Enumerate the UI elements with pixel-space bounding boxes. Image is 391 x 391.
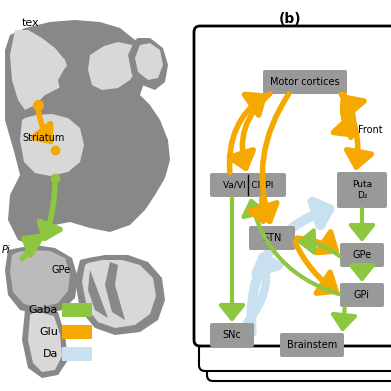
Polygon shape: [22, 308, 68, 378]
Text: Front: Front: [358, 125, 382, 135]
Text: Brainstem: Brainstem: [287, 340, 337, 350]
Polygon shape: [5, 20, 170, 245]
Polygon shape: [128, 38, 168, 90]
FancyBboxPatch shape: [194, 26, 391, 346]
Text: Da: Da: [43, 349, 58, 359]
Polygon shape: [5, 245, 78, 315]
Polygon shape: [82, 260, 156, 328]
FancyBboxPatch shape: [249, 226, 295, 250]
Text: tex: tex: [22, 18, 39, 28]
Text: Glu: Glu: [39, 327, 58, 337]
Polygon shape: [10, 250, 70, 308]
Text: STN: STN: [262, 233, 282, 243]
FancyBboxPatch shape: [210, 173, 286, 197]
Text: GPe: GPe: [352, 250, 371, 260]
Polygon shape: [20, 114, 84, 176]
Text: Va/VI  CMPI: Va/VI CMPI: [223, 181, 273, 190]
Polygon shape: [10, 30, 70, 110]
Text: Puta
D₂: Puta D₂: [352, 180, 372, 200]
Polygon shape: [105, 262, 125, 320]
FancyBboxPatch shape: [210, 323, 254, 347]
Text: Gaba: Gaba: [29, 305, 58, 315]
FancyBboxPatch shape: [342, 118, 391, 142]
Text: Motor cortices: Motor cortices: [270, 77, 340, 87]
FancyBboxPatch shape: [207, 101, 391, 381]
Polygon shape: [15, 108, 90, 182]
FancyBboxPatch shape: [199, 114, 391, 371]
FancyBboxPatch shape: [340, 283, 384, 307]
FancyBboxPatch shape: [263, 70, 347, 94]
Text: GPi: GPi: [354, 290, 370, 300]
Text: (b): (b): [279, 12, 301, 26]
Polygon shape: [58, 22, 145, 100]
Text: SNc: SNc: [222, 330, 241, 340]
Polygon shape: [135, 43, 163, 80]
Bar: [62, 347, 92, 361]
Polygon shape: [75, 255, 165, 335]
FancyBboxPatch shape: [337, 172, 387, 208]
Text: GPe: GPe: [52, 265, 71, 275]
Polygon shape: [88, 42, 140, 90]
Text: Pi: Pi: [2, 245, 11, 255]
FancyBboxPatch shape: [280, 333, 344, 357]
Text: Striatum: Striatum: [22, 133, 65, 143]
Polygon shape: [28, 313, 62, 372]
FancyBboxPatch shape: [340, 243, 384, 267]
Bar: [62, 303, 92, 317]
Polygon shape: [88, 270, 108, 318]
Bar: [62, 325, 92, 339]
